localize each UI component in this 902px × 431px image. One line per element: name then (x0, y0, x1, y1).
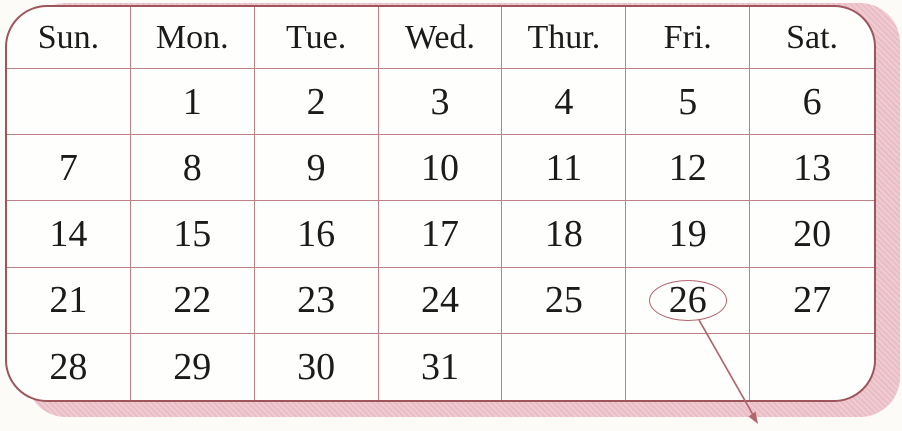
calendar-day: 29 (131, 333, 255, 400)
calendar-day-circled: 26 (626, 267, 751, 334)
calendar-day: 12 (626, 135, 751, 202)
calendar-day: 16 (254, 201, 379, 268)
calendar-day: 23 (254, 267, 379, 334)
calendar-day: 8 (130, 135, 255, 202)
calendar-table: Sun. Mon. Tue. Wed. Thur. Fri. Sat. 1 2 3 4 5 6 7 8 9 10… (5, 5, 876, 402)
weekday-header: Mon. (130, 7, 255, 69)
calendar-day: 5 (626, 69, 751, 136)
calendar-day: 22 (130, 267, 255, 334)
calendar-day: 13 (750, 135, 874, 202)
calendar-day: 14 (7, 201, 131, 268)
calendar-day: 19 (626, 201, 751, 268)
weekday-header: Sun. (7, 7, 131, 69)
calendar-day-empty (750, 334, 874, 400)
weekday-header: Sat. (750, 7, 874, 69)
calendar-day: 17 (378, 201, 503, 268)
calendar-day: 20 (750, 201, 874, 268)
calendar-day: 7 (7, 135, 131, 202)
calendar-day: 21 (7, 267, 131, 334)
calendar-day: 15 (130, 201, 255, 268)
calendar-day: 25 (502, 267, 627, 334)
calendar-day-empty (626, 333, 751, 400)
weekday-header: Fri. (626, 7, 751, 69)
calendar-day: 11 (502, 135, 627, 202)
calendar-grid: Sun. Mon. Tue. Wed. Thur. Fri. Sat. 1 2 3 4 5 6 7 8 9 10… (7, 7, 874, 400)
calendar-day-empty (502, 333, 627, 400)
calendar-day: 3 (378, 69, 503, 136)
calendar-day: 28 (7, 333, 131, 400)
weekday-header: Tue. (254, 7, 379, 69)
day-circle-annotation: 26 (648, 279, 727, 321)
calendar-day: 24 (378, 267, 503, 334)
calendar-day: 27 (750, 268, 874, 334)
weekday-header: Wed. (378, 7, 503, 69)
calendar-day: 6 (750, 69, 874, 136)
calendar-day: 31 (379, 333, 503, 400)
calendar-day: 30 (255, 333, 379, 400)
weekday-header: Thur. (502, 7, 627, 69)
calendar-day: 1 (130, 69, 255, 136)
calendar-day: 9 (254, 135, 379, 202)
calendar-day: 18 (502, 201, 627, 268)
calendar-day: 10 (378, 135, 503, 202)
calendar-day: 2 (254, 69, 379, 136)
calendar-day-empty (7, 69, 131, 136)
calendar-day: 4 (502, 69, 627, 136)
